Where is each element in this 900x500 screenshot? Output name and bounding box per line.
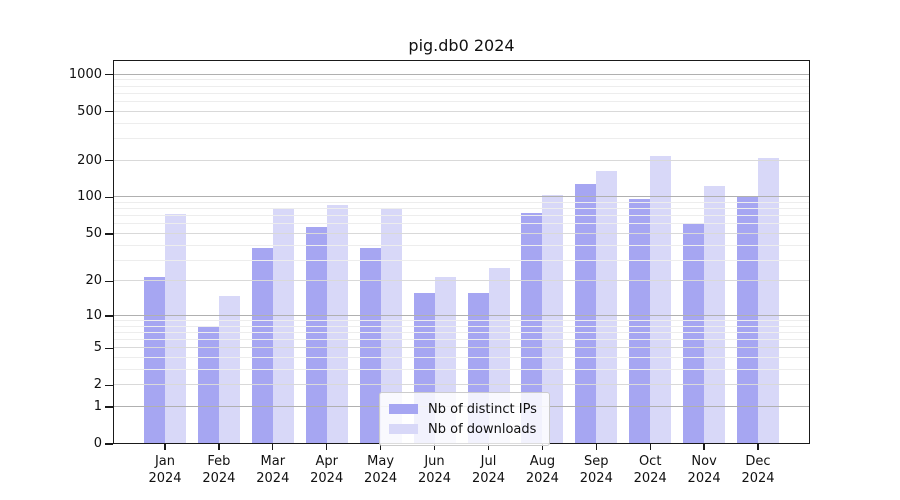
x-tick-label: Mar 2024 <box>256 454 290 486</box>
x-tick-label: Jun 2024 <box>417 454 452 486</box>
x-tick-label: Oct 2024 <box>633 454 667 486</box>
gridline <box>113 314 810 316</box>
gridline <box>113 122 810 124</box>
legend-item-downloads: Nb of downloads <box>389 419 537 439</box>
y-tick-label: 0 <box>93 436 102 451</box>
x-tick-label: Jul 2024 <box>471 454 506 486</box>
bar-distinct-ips <box>575 183 597 444</box>
y-tick-label: 1000 <box>68 66 102 82</box>
x-tick-label: Aug 2024 <box>525 454 559 486</box>
gridline <box>113 85 810 87</box>
bar-downloads <box>542 194 564 444</box>
x-tick-mark <box>487 444 490 450</box>
bar-distinct-ips <box>144 276 165 444</box>
gridline <box>113 368 810 370</box>
gridline <box>113 259 810 261</box>
y-tick-mark <box>105 384 113 386</box>
gridline <box>113 208 810 210</box>
bar-distinct-ips <box>521 212 543 444</box>
x-tick-label: Apr 2024 <box>310 454 344 486</box>
x-tick-mark <box>272 444 274 450</box>
chart-title: pig.db0 2024 <box>408 36 515 55</box>
x-tick-mark <box>218 444 220 450</box>
bar-downloads <box>218 295 240 444</box>
bar-downloads <box>326 204 348 444</box>
gridline <box>113 232 810 234</box>
legend: Nb of distinct IPs Nb of downloads <box>379 392 550 446</box>
gridline <box>113 223 810 225</box>
gridline <box>113 73 810 75</box>
gridline <box>113 138 810 139</box>
gridline <box>113 110 810 112</box>
gridline <box>113 196 810 198</box>
y-tick-label: 200 <box>77 152 102 168</box>
legend-item-distinct-ips: Nb of distinct IPs <box>389 399 537 419</box>
y-tick-mark <box>105 159 113 162</box>
y-tick-label: 1 <box>93 399 102 414</box>
y-tick-label: 10 <box>85 307 102 323</box>
legend-label: Nb of downloads <box>428 421 537 437</box>
x-tick-mark <box>757 444 759 450</box>
bar-downloads <box>596 170 618 444</box>
y-tick-mark <box>105 280 113 282</box>
bar-distinct-ips <box>683 222 705 444</box>
y-tick-mark <box>105 406 113 408</box>
x-tick-mark <box>649 444 651 450</box>
y-tick-mark <box>105 347 113 349</box>
x-tick-label: Nov 2024 <box>687 454 721 486</box>
gridline <box>113 280 810 282</box>
bar-downloads <box>165 214 186 444</box>
y-tick-label: 50 <box>85 225 102 241</box>
x-tick-mark <box>541 444 544 450</box>
gridline <box>113 215 810 217</box>
y-tick-label: 20 <box>85 273 102 289</box>
y-tick-label: 500 <box>77 103 102 119</box>
gridline <box>113 347 810 349</box>
x-tick-mark <box>164 444 166 450</box>
bar-distinct-ips <box>251 248 273 444</box>
gridline <box>113 357 810 358</box>
x-tick-mark <box>595 444 597 450</box>
gridline <box>113 320 810 321</box>
x-tick-mark <box>703 444 705 450</box>
y-tick-mark <box>105 443 113 445</box>
y-tick-mark <box>105 315 113 317</box>
bar-distinct-ips <box>359 248 381 444</box>
y-tick-label: 5 <box>93 340 102 356</box>
y-tick-mark <box>105 74 113 76</box>
y-tick-label: 2 <box>93 377 102 393</box>
y-tick-mark <box>105 111 113 113</box>
gridline <box>113 202 810 203</box>
legend-label: Nb of distinct IPs <box>428 401 537 417</box>
bar-downloads <box>650 156 672 444</box>
x-tick-label: May 2024 <box>364 454 398 486</box>
gridline <box>113 244 810 246</box>
x-tick-label: Jan 2024 <box>148 454 182 486</box>
legend-swatch-distinct-ips <box>389 404 418 414</box>
gridline <box>113 325 810 327</box>
gridline <box>113 339 810 340</box>
x-tick-label: Feb 2024 <box>202 454 236 486</box>
x-tick-label: Dec 2024 <box>741 454 775 486</box>
gridline <box>113 384 810 386</box>
y-tick-mark <box>105 233 113 235</box>
y-tick-mark <box>105 196 113 199</box>
legend-swatch-downloads <box>389 424 418 434</box>
gridline <box>113 159 810 161</box>
bar-downloads <box>758 158 779 444</box>
y-tick-label: 100 <box>77 189 102 205</box>
plot-area <box>113 60 810 444</box>
x-tick-mark <box>326 444 328 450</box>
gridline <box>113 101 810 103</box>
gridline <box>113 331 810 333</box>
x-tick-label: Sep 2024 <box>579 454 613 486</box>
gridline <box>113 79 810 81</box>
bar-distinct-ips <box>629 199 651 444</box>
x-tick-mark <box>379 444 382 450</box>
gridline <box>113 92 810 94</box>
x-tick-mark <box>433 444 436 450</box>
